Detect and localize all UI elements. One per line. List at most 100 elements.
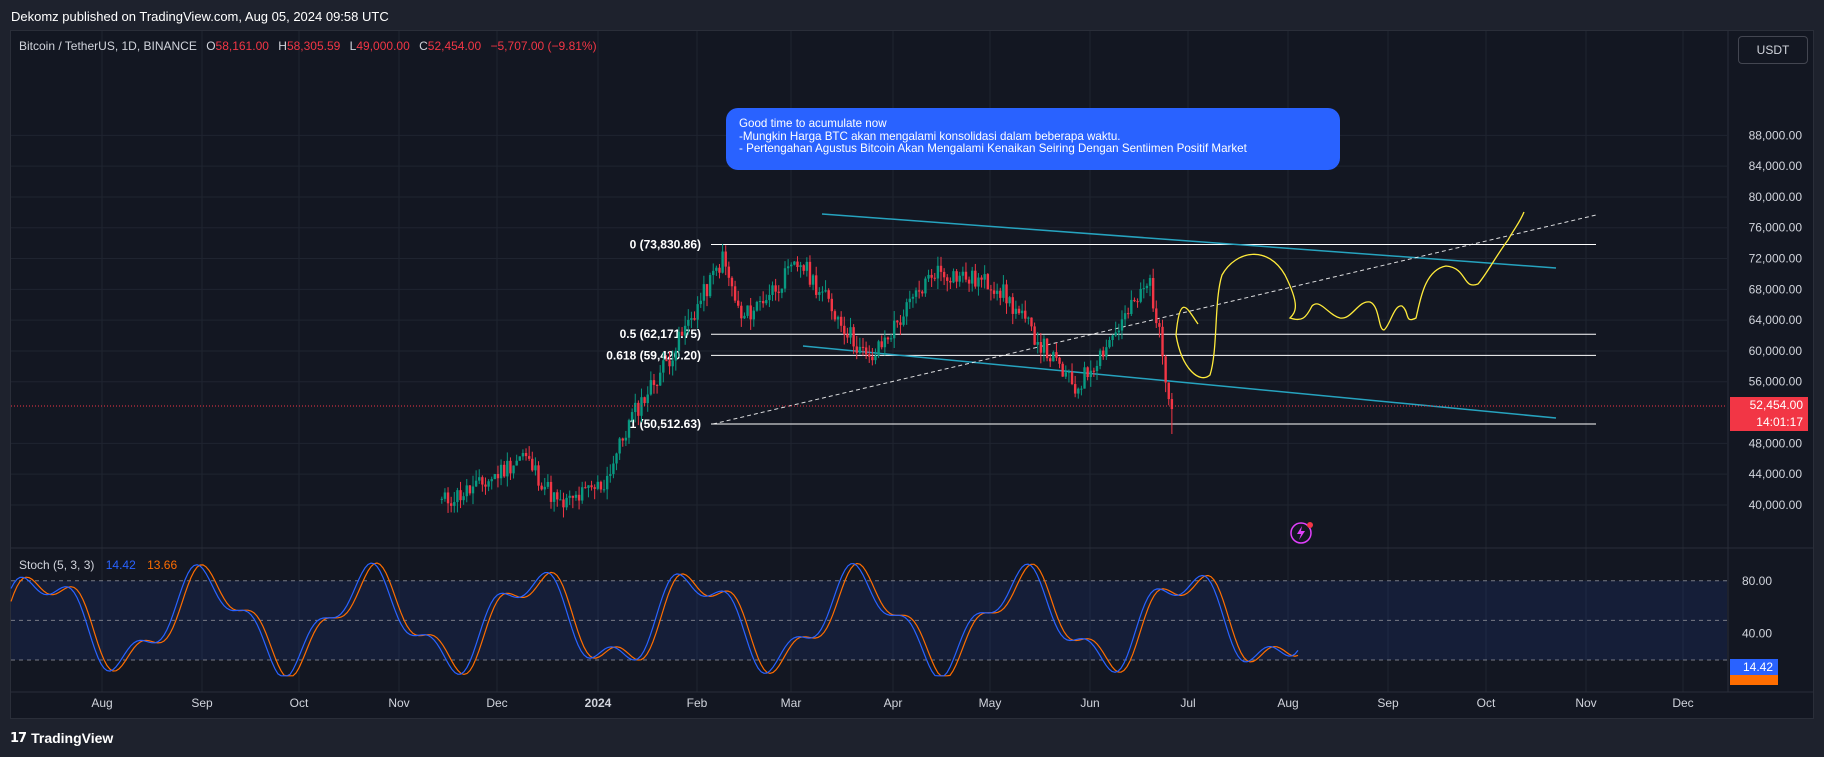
descending-channel[interactable] — [712, 213, 1597, 425]
candle-body — [930, 274, 933, 278]
published-header: Dekomz published on TradingView.com, Aug… — [0, 0, 1824, 30]
projection-path[interactable] — [1175, 211, 1525, 379]
candle-body — [758, 301, 762, 303]
candle-body — [1002, 284, 1005, 298]
candle-body — [1123, 313, 1127, 320]
channel-upper-line[interactable] — [821, 213, 1557, 269]
candle-body — [877, 341, 880, 356]
candle-body — [481, 477, 484, 485]
candle-body — [1070, 371, 1074, 385]
trend-dashed-line[interactable] — [712, 214, 1597, 425]
candle-body — [708, 275, 712, 297]
candle-body — [749, 305, 752, 320]
candle-body — [889, 338, 893, 340]
candle-body — [581, 487, 584, 501]
candle-body — [543, 486, 546, 490]
candle-body — [527, 456, 531, 459]
candle-body — [680, 331, 684, 336]
time-tick-label: Jun — [1080, 696, 1099, 710]
candle-body — [808, 261, 812, 285]
price-tick-label: 76,000.00 — [1749, 221, 1803, 235]
candle-body — [671, 360, 674, 367]
time-tick-label: Oct — [1477, 696, 1496, 710]
footer-bar: 17 TradingView — [0, 719, 1824, 757]
candle-body — [1170, 399, 1174, 410]
candle-body — [574, 494, 578, 498]
candle-body — [1102, 350, 1105, 357]
candle-body — [1155, 308, 1158, 324]
candle-body — [677, 331, 681, 351]
candle-body — [933, 277, 936, 279]
candle-body — [899, 322, 902, 325]
candle-body — [1127, 313, 1130, 315]
candle-body — [852, 327, 855, 347]
candle-body — [1105, 347, 1108, 357]
tradingview-logo[interactable]: 17 TradingView — [10, 730, 113, 746]
candle-body — [599, 481, 603, 490]
candle-body — [712, 270, 715, 276]
candle-body — [743, 315, 746, 319]
candle-body — [456, 490, 459, 503]
fibonacci-retracement[interactable]: 0 (73,830.86) 0.5 (62,171.75) 0.618 (59,42… — [606, 237, 1596, 431]
candle-body — [593, 487, 596, 489]
candle-body — [493, 474, 497, 480]
candle-body — [1027, 317, 1030, 319]
note-line-1: Good time to acumulate now — [739, 117, 887, 130]
price-tick-label: 88,000.00 — [1749, 128, 1803, 142]
candle-body — [914, 290, 918, 297]
last-price-label: 52,454.00 — [1750, 398, 1804, 412]
candle-body — [771, 285, 774, 295]
candle-body — [559, 499, 562, 501]
candle-body — [499, 464, 503, 479]
candle-body — [490, 479, 493, 482]
candle-body — [687, 319, 690, 326]
stoch-k-badge — [1730, 659, 1778, 675]
candle-body — [1089, 370, 1092, 377]
candle-body — [531, 458, 534, 471]
candle-body — [746, 305, 749, 316]
candle-body — [980, 277, 983, 280]
time-tick-label: Aug — [1277, 696, 1298, 710]
grid — [11, 31, 1727, 692]
candle-body — [768, 294, 771, 301]
candle-body — [668, 360, 671, 367]
fib-level-label: 0 (73,830.86) — [630, 237, 701, 251]
candle-body — [1020, 310, 1024, 314]
candle-body — [805, 261, 809, 271]
candle-body — [921, 291, 924, 294]
candle-body — [1067, 371, 1071, 373]
candle-body — [721, 251, 724, 273]
candle-body — [858, 346, 862, 353]
candle-body — [967, 279, 971, 284]
candle-body — [989, 289, 993, 291]
symbol-name[interactable]: Bitcoin / TetherUS, 1D, BINANCE — [19, 39, 197, 53]
candle-body — [715, 267, 718, 271]
currency-button[interactable]: USDT — [1738, 36, 1808, 64]
candle-body — [503, 464, 506, 477]
stoch-title[interactable]: Stoch (5, 3, 3) — [19, 558, 95, 572]
tradingview-mark-icon: 17 — [10, 730, 27, 746]
candle-body — [799, 265, 802, 268]
candle-body — [830, 298, 833, 312]
candle-body — [693, 318, 696, 320]
candle-body — [1148, 277, 1152, 286]
candle-body — [936, 265, 940, 279]
stoch-legend: Stoch (5, 3, 3) 14.42 13.66 — [19, 558, 177, 572]
candle-body — [1136, 301, 1139, 303]
price-tick-label: 64,000.00 — [1749, 313, 1803, 327]
candle-body — [730, 277, 734, 287]
candle-body — [718, 267, 721, 273]
candle-body — [540, 485, 543, 490]
lightning-icon[interactable] — [1290, 522, 1313, 544]
candle-body — [552, 492, 556, 502]
time-tick-label: May — [979, 696, 1002, 710]
candle-body — [737, 300, 740, 306]
note-callout[interactable]: Good time to acumulate now -Mungkin Harg… — [726, 108, 1340, 170]
candle-body — [546, 481, 550, 487]
candle-body — [955, 271, 958, 282]
candle-body — [1142, 288, 1145, 290]
candle-body — [1139, 288, 1142, 302]
candle-body — [1036, 342, 1039, 345]
candle-body — [515, 460, 518, 466]
